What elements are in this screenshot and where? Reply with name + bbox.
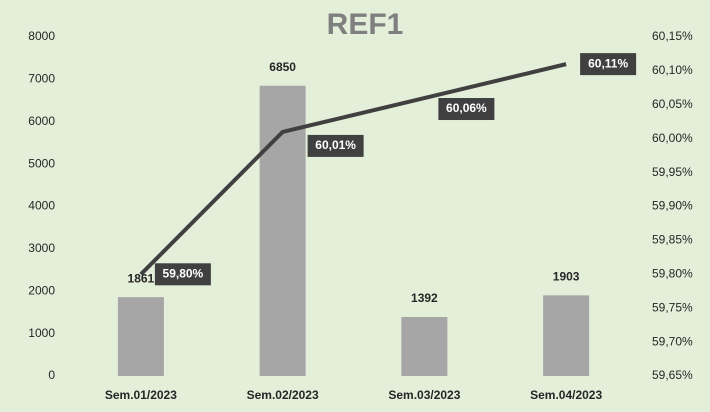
x-tick-label: Sem.04/2023 — [530, 388, 602, 402]
line-value-label: 60,06% — [446, 101, 487, 115]
y-tick-label: 0 — [48, 368, 55, 382]
y2-tick-label: 60,00% — [652, 131, 693, 145]
line-value-label: 60,11% — [588, 56, 628, 70]
data-label-box — [307, 134, 364, 157]
x-tick-label: Sem.01/2023 — [105, 388, 177, 402]
bar — [117, 297, 164, 376]
y2-tick-label: 60,10% — [652, 63, 693, 77]
bar — [543, 295, 590, 376]
bar-value-label: 1392 — [411, 291, 438, 305]
bar — [401, 317, 448, 376]
y2-tick-label: 59,85% — [652, 233, 693, 247]
bar-value-label: 1861 — [128, 271, 155, 285]
y2-tick-label: 59,75% — [652, 300, 693, 314]
bar-value-label: 1903 — [553, 270, 580, 284]
x-tick-label: Sem.03/2023 — [388, 388, 460, 402]
chart-title: REF1 — [327, 8, 404, 41]
line-value-label: 59,80% — [163, 266, 204, 280]
y-tick-label: 4000 — [28, 199, 55, 213]
y-tick-label: 8000 — [28, 29, 55, 43]
line — [139, 62, 567, 276]
y-tick-label: 3000 — [28, 241, 55, 255]
y2-tick-label: 59,95% — [652, 165, 693, 179]
y2-tick-label: 59,80% — [652, 266, 693, 280]
y-tick-label: 5000 — [28, 156, 55, 170]
data-label-box — [154, 263, 211, 286]
y-tick-label: 2000 — [28, 283, 55, 297]
data-label-box — [580, 53, 637, 76]
y2-tick-label: 60,15% — [652, 29, 693, 43]
x-tick-label: Sem.02/2023 — [247, 388, 319, 402]
y2-tick-label: 59,70% — [652, 334, 693, 348]
y2-tick-label: 60,05% — [652, 97, 693, 111]
y-tick-label: 6000 — [28, 114, 55, 128]
y-tick-label: 1000 — [28, 326, 55, 340]
y2-tick-label: 59,90% — [652, 199, 693, 213]
y2-tick-label: 59,65% — [652, 368, 693, 382]
y-tick-label: 7000 — [28, 72, 55, 86]
data-label-box — [438, 98, 495, 121]
bar-value-label: 6850 — [269, 60, 296, 74]
line-value-label: 60,01% — [315, 138, 356, 152]
